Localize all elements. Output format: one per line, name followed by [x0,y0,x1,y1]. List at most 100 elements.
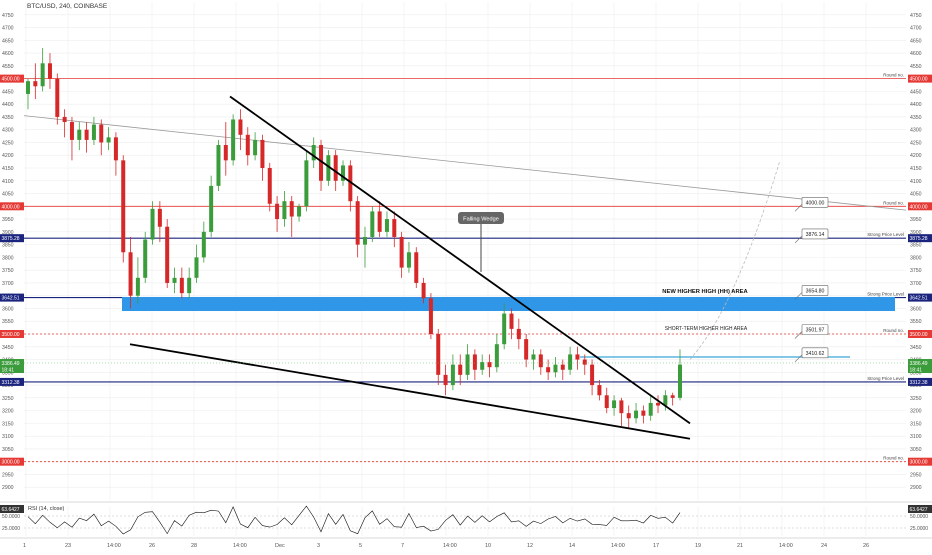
candle-body [282,201,287,220]
callout-box [801,197,829,208]
x-tick-label: Dec [275,543,285,549]
candle-body [428,298,433,334]
candle-body [201,231,206,258]
x-tick-label: 14:00 [779,543,793,549]
callout-box [801,285,829,296]
y-tick-label-left: 3700 [2,281,14,287]
y-tick-label-right: 4200 [910,153,922,159]
callout-leader [794,291,804,300]
level-right-text: Strong Price Level [867,376,904,381]
wedge-lower-line [129,343,691,440]
level-tag-right [908,234,932,243]
level-right-text: Round no. [883,328,904,333]
candle-body [590,364,595,386]
candle-body [55,78,60,117]
candle-body [465,354,470,375]
candle-body [377,211,382,232]
x-tick-label: 14:00 [107,543,121,549]
callout-box [801,347,829,359]
y-tick-label-right: 4150 [910,166,922,172]
falling-wedge-label: Falling Wedge [463,217,499,223]
candle-body [538,354,543,368]
y-tick-label-left: 4350 [2,115,14,121]
candle-body [436,334,441,375]
candle-body [370,211,375,237]
candle-body [582,359,587,365]
y-tick-label-right: 3600 [910,306,922,312]
candle-body [289,201,294,217]
y-tick-label-left: 4400 [2,102,14,108]
level-tag-left-text: 3312.38 [2,380,20,386]
rsi-tick-25-left: 25.0000 [2,526,20,532]
candle-body [238,119,243,135]
y-tick-label-right: 2950 [910,472,922,478]
rsi-value-right: 63.6427 [910,507,928,513]
y-tick-label-right: 3550 [910,319,922,325]
current-price-text-left: 3386.49 [2,361,20,367]
current-price-tag-right [908,358,932,373]
candle-body [99,124,104,143]
candle-body [209,185,214,232]
y-tick-label-right: 3200 [910,409,922,415]
candle-body [187,277,192,294]
x-tick-label: 12 [527,543,533,549]
y-tick-label-right: 3350 [910,370,922,376]
candle-body [399,236,404,268]
callout-text: 4000.00 [806,200,825,206]
candle-body [311,145,316,161]
y-tick-label-left: 4550 [2,64,14,70]
y-tick-label-left: 3750 [2,268,14,274]
candle-body [443,374,448,386]
candle-body [179,277,184,294]
callout-box [801,228,829,240]
candle-body [69,122,74,140]
level-right-text: Round no. [883,456,904,461]
x-tick-label: 7 [401,543,404,549]
level-tag-left [0,234,24,243]
y-tick-label-right: 3450 [910,345,922,351]
y-tick-label-left: 4600 [2,51,14,57]
candle-body [509,313,514,329]
candle-body [612,400,617,409]
candle-body [26,81,30,94]
candle-body [77,129,82,140]
candle-body [355,201,360,245]
short-term-label: SHORT-TERM HIGHER HIGH AREA [665,326,748,332]
y-tick-label-left: 3600 [2,306,14,312]
level-tag-right [908,293,932,302]
candle-body [33,81,38,87]
candle-body [670,395,675,398]
candle-body [165,226,170,283]
y-tick-label-right: 4400 [910,102,922,108]
callout-leader [794,353,804,363]
candle-body [121,160,126,253]
y-tick-label-left: 3850 [2,243,14,249]
y-tick-label-left: 2950 [2,472,14,478]
candle-body [575,354,580,360]
hh-zone [122,296,895,312]
candle-body [40,63,45,87]
callout-leader [794,234,804,244]
x-tick-label: 5 [359,543,362,549]
candle-body [421,282,426,299]
y-tick-label-left: 4700 [2,26,14,32]
level-tag-left-text: 3875.28 [2,236,20,242]
rsi-tag-right [908,505,932,513]
candle-body [604,395,609,409]
y-tick-label-right: 4700 [910,26,922,32]
x-tick-label: 23 [65,543,71,549]
y-tick-label-left: 4150 [2,166,14,172]
candle-body [406,252,411,268]
level-tag-right [908,202,932,211]
level-tag-right [908,377,932,386]
candle-body [267,168,272,204]
level-right-text: Round no. [883,200,904,205]
rsi-value-left: 63.6427 [2,507,20,513]
candle-body [143,239,148,278]
x-tick-label: 14:00 [233,543,247,549]
y-tick-label-right: 4250 [910,140,922,146]
y-tick-label-left: 3350 [2,370,14,376]
candle-body [194,257,199,278]
